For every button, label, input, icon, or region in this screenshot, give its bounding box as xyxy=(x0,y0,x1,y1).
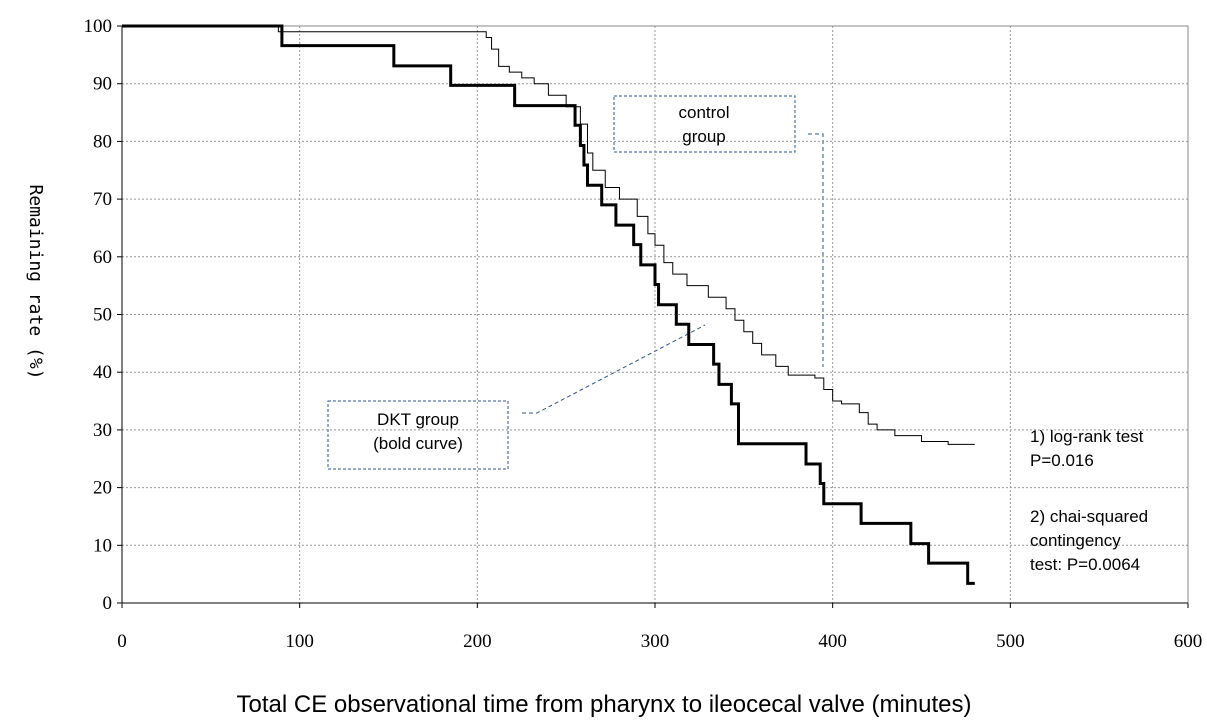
y-tick-label: 90 xyxy=(93,74,112,95)
y-tick-label: 30 xyxy=(93,420,112,441)
survival-curve xyxy=(122,24,975,585)
x-tick-label: 500 xyxy=(996,631,1025,652)
x-axis-label: Total CE observational time from pharynx… xyxy=(237,691,972,718)
dkt-leader xyxy=(522,324,706,414)
y-tick-label: 10 xyxy=(93,535,112,556)
control-leader xyxy=(808,133,824,367)
y-tick-label: 80 xyxy=(93,131,112,152)
annotation: (bold curve) xyxy=(373,434,463,453)
annotation: 1) log-rank test xyxy=(1030,427,1144,446)
survival-curve xyxy=(122,25,975,445)
x-tick-label: 200 xyxy=(463,631,492,652)
x-tick-label: 0 xyxy=(117,631,127,652)
y-tick-label: 70 xyxy=(93,189,112,210)
x-tick-label: 100 xyxy=(285,631,314,652)
annotation: group xyxy=(682,127,725,146)
y-tick-label: 0 xyxy=(103,593,113,614)
x-tick-label: 400 xyxy=(818,631,847,652)
y-tick-label: 20 xyxy=(93,478,112,499)
annotation: contingency xyxy=(1030,531,1121,550)
y-axis-label: Remaining rate (%) xyxy=(25,184,46,379)
dkt-box xyxy=(327,400,509,470)
annotation: DKT group xyxy=(377,410,459,429)
y-tick-label: 40 xyxy=(93,362,112,383)
y-tick-label: 60 xyxy=(93,247,112,268)
x-tick-label: 600 xyxy=(1174,631,1203,652)
control-box xyxy=(613,95,796,153)
x-tick-label: 300 xyxy=(641,631,670,652)
y-tick-label: 50 xyxy=(93,305,112,326)
annotation: 2) chai-squared xyxy=(1030,507,1148,526)
y-tick-label: 100 xyxy=(84,16,113,37)
annotation: test: P=0.0064 xyxy=(1030,555,1140,574)
annotation: P=0.016 xyxy=(1030,451,1094,470)
annotation: control xyxy=(678,103,729,122)
